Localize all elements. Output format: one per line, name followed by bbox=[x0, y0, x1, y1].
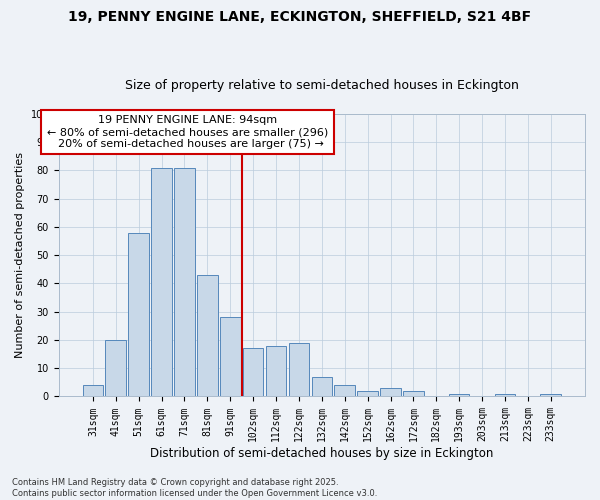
Y-axis label: Number of semi-detached properties: Number of semi-detached properties bbox=[15, 152, 25, 358]
Bar bbox=[449, 394, 469, 396]
Bar bbox=[243, 348, 263, 397]
Bar bbox=[311, 376, 332, 396]
Text: 19 PENNY ENGINE LANE: 94sqm
← 80% of semi-detached houses are smaller (296)
  20: 19 PENNY ENGINE LANE: 94sqm ← 80% of sem… bbox=[47, 116, 328, 148]
Bar bbox=[128, 232, 149, 396]
Bar bbox=[197, 275, 218, 396]
X-axis label: Distribution of semi-detached houses by size in Eckington: Distribution of semi-detached houses by … bbox=[150, 447, 494, 460]
Bar bbox=[403, 391, 424, 396]
Bar bbox=[151, 168, 172, 396]
Text: 19, PENNY ENGINE LANE, ECKINGTON, SHEFFIELD, S21 4BF: 19, PENNY ENGINE LANE, ECKINGTON, SHEFFI… bbox=[68, 10, 532, 24]
Bar bbox=[541, 394, 561, 396]
Bar bbox=[358, 391, 378, 396]
Bar bbox=[174, 168, 195, 396]
Text: Contains HM Land Registry data © Crown copyright and database right 2025.
Contai: Contains HM Land Registry data © Crown c… bbox=[12, 478, 377, 498]
Bar bbox=[289, 343, 309, 396]
Bar bbox=[380, 388, 401, 396]
Bar bbox=[220, 318, 241, 396]
Bar bbox=[83, 385, 103, 396]
Bar bbox=[334, 385, 355, 396]
Title: Size of property relative to semi-detached houses in Eckington: Size of property relative to semi-detach… bbox=[125, 79, 519, 92]
Bar bbox=[106, 340, 126, 396]
Bar bbox=[494, 394, 515, 396]
Bar bbox=[266, 346, 286, 397]
